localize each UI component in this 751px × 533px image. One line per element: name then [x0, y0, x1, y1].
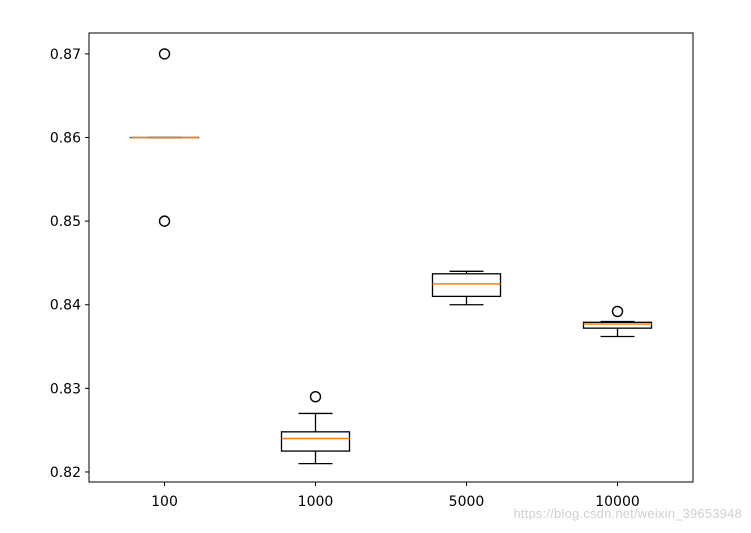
box-100 — [129, 48, 200, 227]
outlier-point — [309, 391, 322, 403]
y-tick-label: 0.86 — [50, 131, 81, 147]
box-5000 — [431, 270, 502, 306]
x-tick-label: 5000 — [449, 494, 485, 510]
y-axis: 0.82 0.83 0.84 0.85 0.86 0.87 — [50, 47, 89, 481]
y-tick-label: 0.84 — [50, 298, 81, 314]
y-tick-label: 0.85 — [50, 214, 81, 230]
outlier-point — [158, 215, 171, 227]
x-axis: 100 1000 5000 10000 — [151, 482, 640, 510]
axes-frame — [88, 32, 694, 483]
outlier-point — [158, 48, 171, 60]
box-1000 — [280, 391, 351, 465]
y-tick-label: 0.82 — [50, 465, 81, 481]
x-tick-label: 10000 — [595, 494, 640, 510]
x-tick-label: 1000 — [298, 494, 334, 510]
watermark-text: https://blog.csdn.net/weixin_39653948 — [513, 506, 742, 521]
x-tick-label: 100 — [151, 494, 178, 510]
y-tick-label: 0.83 — [50, 381, 81, 397]
box-body — [582, 321, 653, 329]
box-10000 — [582, 305, 653, 338]
outlier-point — [611, 305, 624, 318]
y-tick-label: 0.87 — [50, 47, 81, 63]
box-body — [431, 273, 502, 298]
boxes-layer — [129, 48, 653, 465]
box-body — [280, 431, 351, 452]
